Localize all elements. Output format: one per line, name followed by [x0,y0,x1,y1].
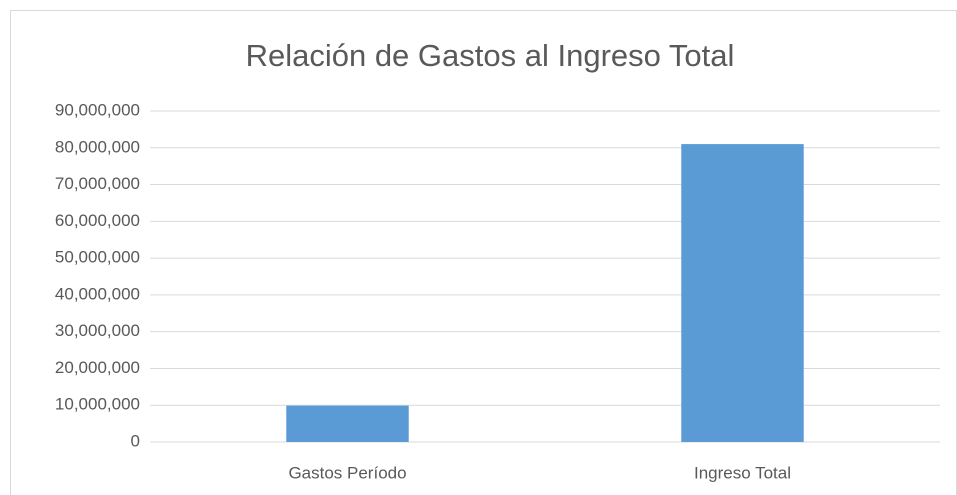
y-tick-label: 20,000,000 [55,358,140,377]
x-tick-label: Gastos Período [288,463,406,482]
bar [286,405,409,442]
y-tick-label: 50,000,000 [55,248,140,267]
y-tick-label: 0 [131,431,140,450]
y-tick-label: 80,000,000 [55,137,140,156]
x-tick-label: Ingreso Total [694,463,791,482]
y-tick-label: 30,000,000 [55,321,140,340]
y-tick-label: 10,000,000 [55,395,140,414]
y-tick-label: 90,000,000 [55,100,140,119]
bar [681,144,804,442]
chart-title: Relación de Gastos al Ingreso Total [246,38,735,73]
y-tick-label: 70,000,000 [55,174,140,193]
y-tick-label: 40,000,000 [55,284,140,303]
chart-frame [10,10,957,495]
y-tick-label: 60,000,000 [55,211,140,230]
